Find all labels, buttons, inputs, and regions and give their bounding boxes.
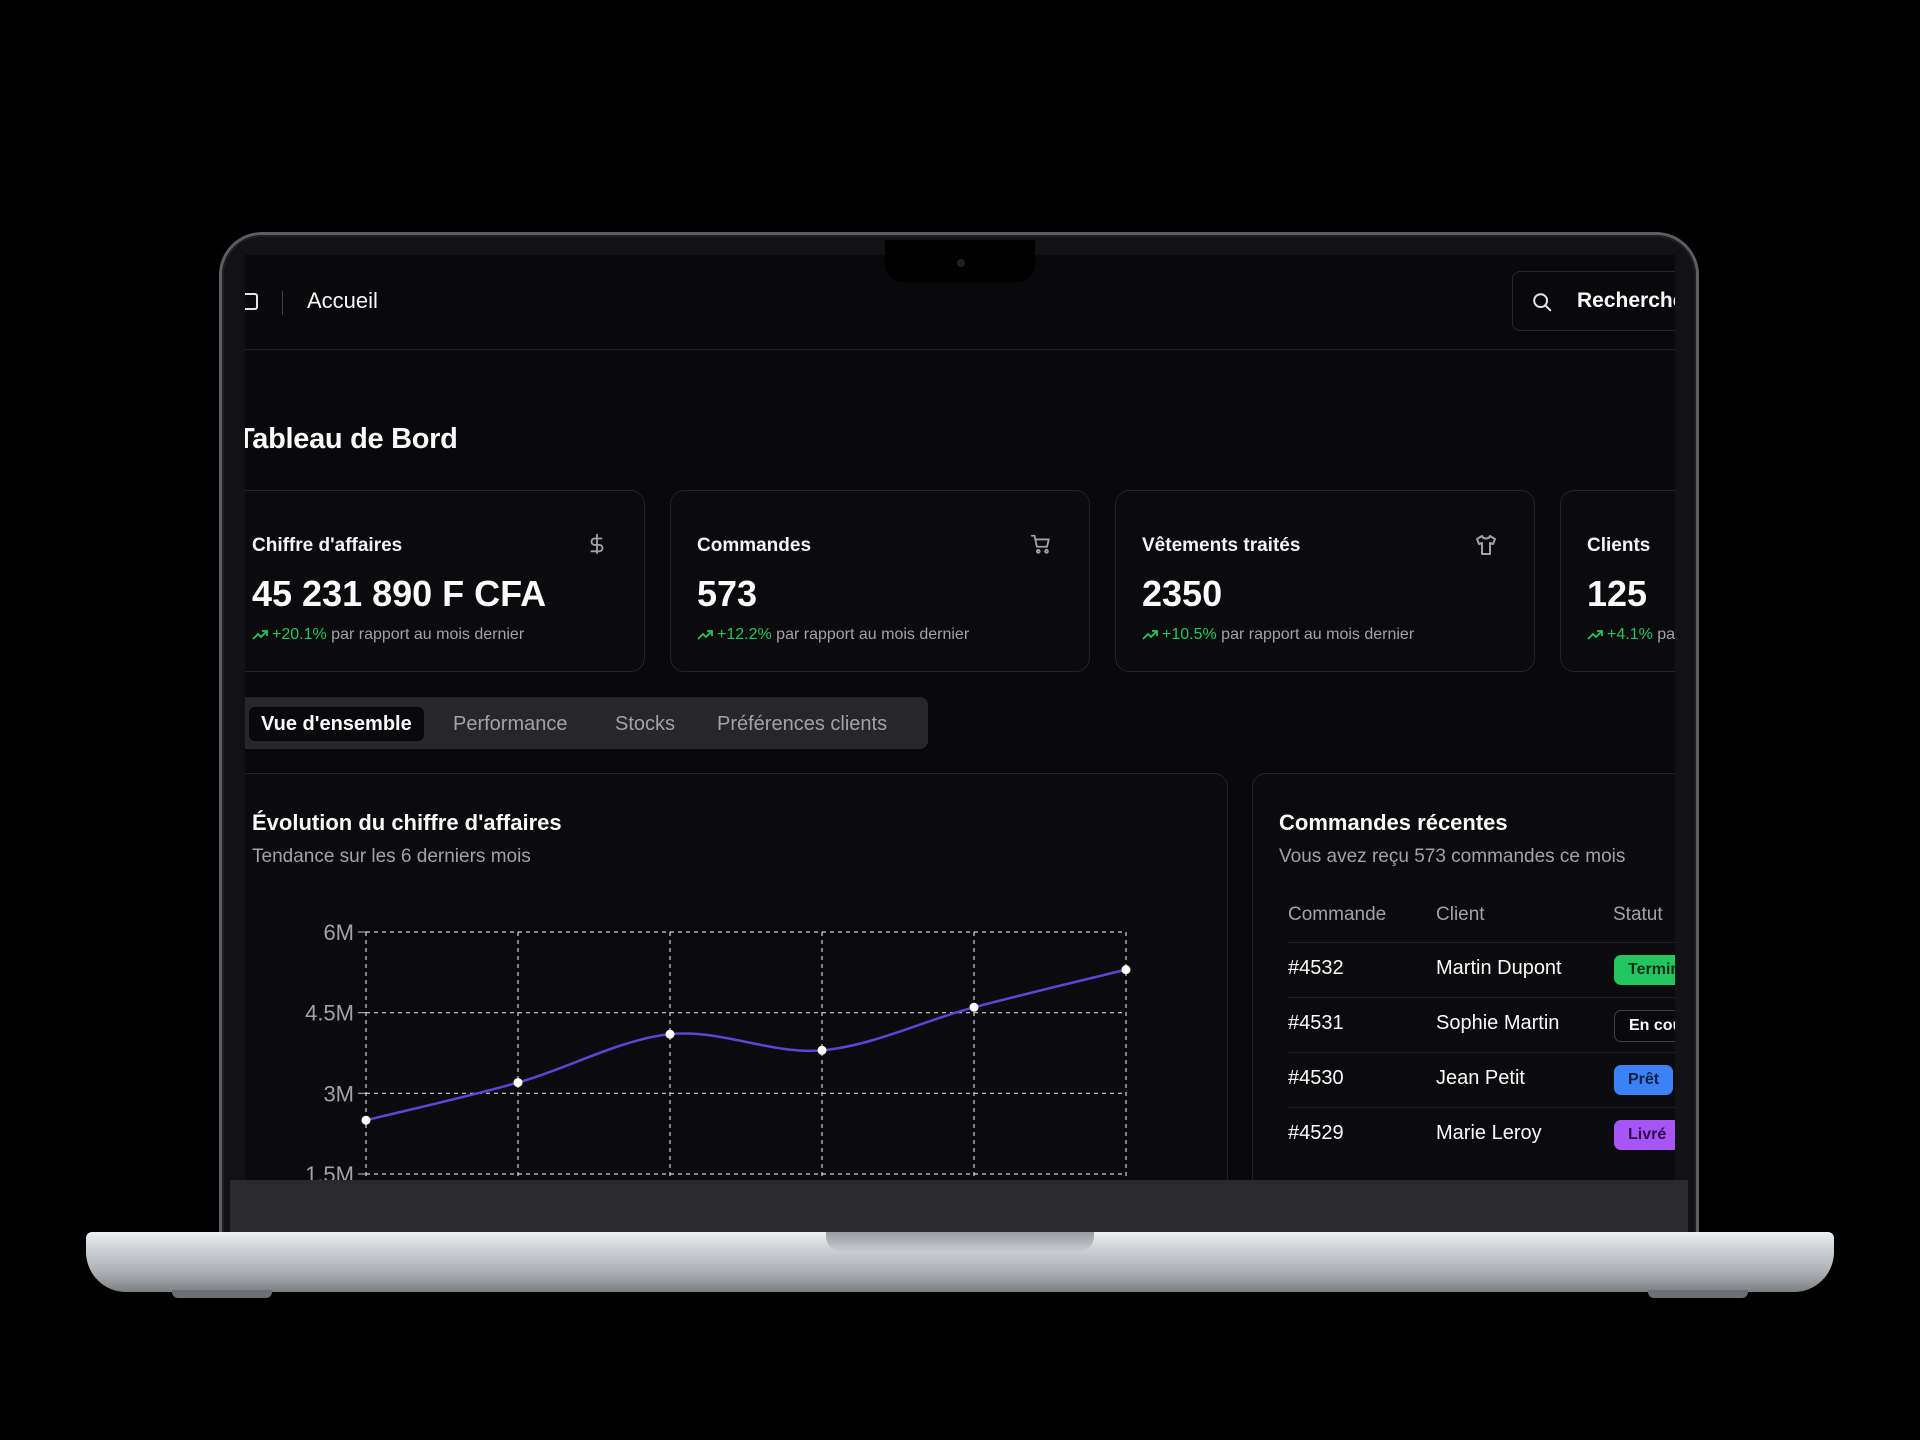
y-tick-label: 6M [323,920,354,945]
table-row[interactable]: #4532 Martin Dupont Terminé [1288,942,1675,998]
topbar: Accueil Recherche [245,255,1675,350]
kpi-value: 45 231 890 F CFA [252,573,547,614]
column-header-status: Statut [1613,904,1663,925]
tab-list: Vue d'ensemble Performance Stocks Préfér… [245,697,928,749]
series-line [365,968,1127,1122]
dollar-icon [590,533,604,555]
topbar-divider [282,291,283,315]
kpi-label: Clients [1587,535,1651,556]
laptop-foot-right [1648,1290,1748,1298]
kpi-label: Commandes [697,535,812,556]
kpi-change-suffix: par rapport au mois dernier [776,626,970,643]
kpi-card-revenue: Chiffre d'affaires 45 231 890 F CFA +20.… [245,490,645,672]
order-client: Jean Petit [1436,1067,1525,1089]
revenue-panel: Évolution du chiffre d'affaires Tendance… [245,773,1228,1180]
kpi-change-percent: +4.1% [1607,626,1653,643]
kpi-value: 2350 [1142,573,1223,614]
search-icon [1533,293,1552,312]
data-point [513,1078,523,1088]
revenue-chart: 1.5M 3M 4.5M 6M [305,920,1131,1180]
kpi-change: +10.5% par rapport au mois dernier [1142,626,1414,644]
recent-orders-panel: Commandes récentes Vous avez reçu 573 co… [1252,773,1675,1180]
laptop-foot-left [172,1290,272,1298]
column-header-client: Client [1436,904,1485,925]
column-header-order: Commande [1288,904,1387,925]
order-id: #4530 [1288,1067,1344,1089]
screen-bezel-bottom [230,1180,1688,1232]
kpi-label: Chiffre d'affaires [252,535,403,556]
order-client: Marie Leroy [1436,1122,1542,1144]
search-label: Recherche [1577,289,1675,312]
order-id: #4531 [1288,1012,1344,1034]
order-client: Martin Dupont [1436,957,1562,979]
trending-up-icon [1142,630,1158,640]
tab-overview[interactable]: Vue d'ensemble [249,707,424,741]
kpi-card-garments: Vêtements traités 2350 +10.5% par rappor… [1115,490,1535,672]
data-point [361,1115,371,1125]
sidebar-toggle-icon[interactable] [245,293,258,310]
page-title: Tableau de Bord [245,423,458,455]
kpi-change-percent: +12.2% [717,626,772,643]
kpi-change-percent: +10.5% [1162,626,1217,643]
recent-orders-title: Commandes récentes [1279,810,1508,835]
tab-customer-preferences[interactable]: Préférences clients [717,713,888,735]
table-row[interactable]: #4530 Jean Petit Prêt [1288,1052,1675,1108]
status-badge: Livré [1614,1120,1675,1150]
revenue-panel-title: Évolution du chiffre d'affaires [252,810,562,835]
revenue-panel-subtitle: Tendance sur les 6 derniers mois [252,846,531,867]
kpi-value: 125 [1587,573,1648,614]
kpi-change: +4.1% par rapport au mois dernier [1587,626,1675,644]
kpi-change-suffix: par rapport au mois dernier [1657,626,1675,643]
order-id: #4529 [1288,1122,1344,1144]
recent-orders-subtitle: Vous avez reçu 573 commandes ce mois [1279,846,1626,867]
breadcrumb[interactable]: Accueil [307,288,378,313]
order-id: #4532 [1288,957,1344,979]
trending-up-icon [252,630,268,640]
kpi-change: +12.2% par rapport au mois dernier [697,626,969,644]
order-client: Sophie Martin [1436,1012,1560,1034]
tab-performance[interactable]: Performance [453,713,568,735]
status-badge: Terminé [1614,955,1675,985]
app-screen: Accueil Recherche Tableau de Bord Chiffr… [245,255,1675,1180]
y-tick-label: 3M [323,1081,354,1106]
data-point [1121,965,1131,975]
kpi-card-clients: Clients 125 +4.1% par rapport au mois de… [1560,490,1675,672]
kpi-change-percent: +20.1% [272,626,327,643]
table-row[interactable]: #4531 Sophie Martin En cours [1288,997,1675,1053]
search-button[interactable]: Recherche [1512,271,1675,331]
camera-icon [957,259,965,267]
trending-up-icon [697,630,713,640]
trending-up-icon [1587,630,1603,640]
kpi-value: 573 [697,573,758,614]
data-point [969,1002,979,1012]
kpi-label: Vêtements traités [1142,535,1301,556]
kpi-change-suffix: par rapport au mois dernier [331,626,525,643]
data-point [817,1045,827,1055]
y-tick-label: 1.5M [305,1162,354,1180]
status-badge: En cours [1614,1010,1675,1042]
kpi-card-orders: Commandes 573 +12.2% par rapport au mois… [670,490,1090,672]
shirt-icon [1476,535,1496,555]
data-point [665,1029,675,1039]
status-badge: Prêt [1614,1065,1674,1095]
kpi-change-suffix: par rapport au mois dernier [1221,626,1415,643]
table-row[interactable]: #4529 Marie Leroy Livré [1288,1107,1675,1163]
y-tick-label: 4.5M [305,1001,354,1026]
kpi-change: +20.1% par rapport au mois dernier [252,626,524,644]
laptop-base-groove [826,1232,1094,1252]
tab-stocks[interactable]: Stocks [615,713,676,735]
cart-icon [1030,534,1050,554]
